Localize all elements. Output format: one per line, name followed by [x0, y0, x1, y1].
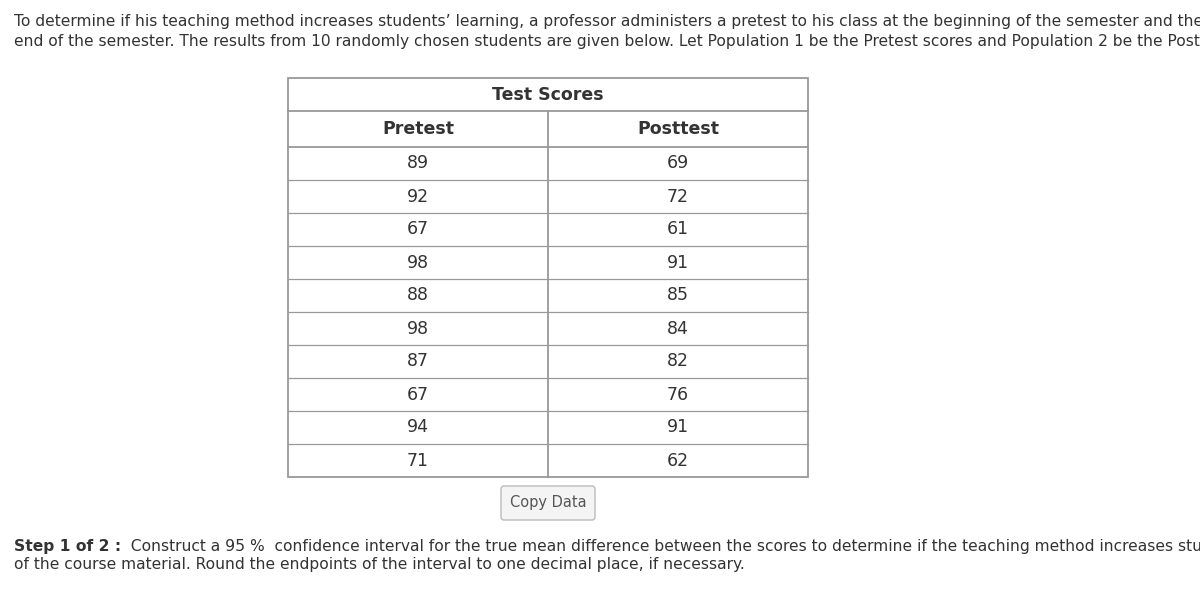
- Text: 67: 67: [407, 386, 430, 403]
- Text: end of the semester. The results from 10 randomly chosen students are given belo: end of the semester. The results from 10…: [14, 34, 1200, 49]
- Text: Pretest: Pretest: [382, 120, 454, 138]
- Text: 91: 91: [667, 418, 689, 437]
- Text: Copy Data: Copy Data: [510, 496, 587, 510]
- Text: 61: 61: [667, 221, 689, 239]
- Text: 91: 91: [667, 253, 689, 271]
- Text: 89: 89: [407, 154, 430, 172]
- Text: 87: 87: [407, 352, 430, 370]
- Text: 71: 71: [407, 451, 430, 469]
- Text: 76: 76: [667, 386, 689, 403]
- Text: 92: 92: [407, 188, 430, 205]
- Text: 94: 94: [407, 418, 430, 437]
- Text: 85: 85: [667, 287, 689, 304]
- Text: Test Scores: Test Scores: [492, 85, 604, 103]
- Text: 98: 98: [407, 320, 430, 338]
- Text: 62: 62: [667, 451, 689, 469]
- Text: Construct a 95 %  confidence interval for the true mean difference between the s: Construct a 95 % confidence interval for…: [121, 539, 1200, 554]
- Text: 67: 67: [407, 221, 430, 239]
- Text: 82: 82: [667, 352, 689, 370]
- Text: 69: 69: [667, 154, 689, 172]
- FancyBboxPatch shape: [502, 486, 595, 520]
- Bar: [288, 78, 808, 477]
- Text: 84: 84: [667, 320, 689, 338]
- Text: 72: 72: [667, 188, 689, 205]
- Text: of the course material. Round the endpoints of the interval to one decimal place: of the course material. Round the endpoi…: [14, 557, 745, 572]
- Text: 98: 98: [407, 253, 430, 271]
- Text: To determine if his teaching method increases students’ learning, a professor ad: To determine if his teaching method incr…: [14, 14, 1200, 29]
- Text: Posttest: Posttest: [637, 120, 719, 138]
- Text: Step 1 of 2 :: Step 1 of 2 :: [14, 539, 121, 554]
- Text: 88: 88: [407, 287, 430, 304]
